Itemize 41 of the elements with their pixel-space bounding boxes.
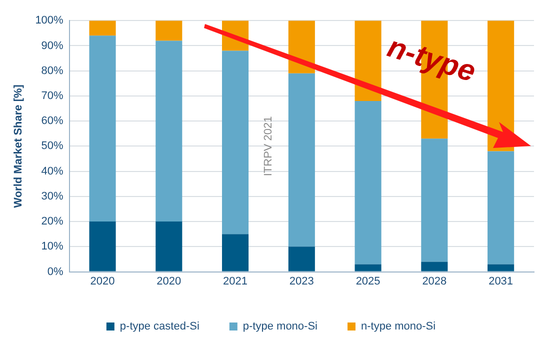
y-tick-label: 40%: [41, 165, 64, 178]
annotation: ITRPV 2021: [262, 116, 275, 176]
y-tick-label: 20%: [41, 216, 64, 228]
y-tick-label: 70%: [41, 90, 64, 102]
bar: [288, 246, 315, 272]
legend-label: p-type mono-Si: [242, 320, 318, 333]
y-tick-label: 0%: [47, 266, 64, 278]
bar: [421, 138, 448, 262]
y-axis-title: World Market Share [%]: [12, 84, 25, 208]
bar: [288, 73, 315, 247]
y-tick-label: 10%: [41, 240, 64, 253]
y-tick-label: 90%: [41, 40, 64, 52]
bar: [354, 264, 382, 272]
x-tick-label: 2025: [356, 275, 380, 288]
x-tick-label: 2023: [289, 275, 314, 288]
legend-label: p-type casted-Si: [120, 320, 200, 333]
bar: [89, 36, 116, 222]
x-tick-label: 2028: [422, 275, 447, 288]
annotation: n-type: [384, 30, 480, 89]
x-tick-label: 2020: [90, 275, 115, 288]
y-tick-label: 100%: [35, 14, 64, 27]
y-tick-label: 50%: [41, 140, 64, 152]
bar: [488, 151, 514, 264]
bar: [89, 20, 116, 36]
y-tick-label: 80%: [41, 64, 64, 77]
bar: [156, 222, 182, 272]
legend-label: n-type mono-Si: [360, 320, 436, 333]
bar: [156, 40, 182, 222]
x-tick-label: 2031: [488, 275, 514, 288]
bar: [354, 20, 382, 101]
bar: [421, 262, 448, 272]
bar: [488, 264, 514, 272]
bar: [222, 234, 249, 272]
x-tick-label: 2020: [156, 275, 182, 288]
y-tick-label: 30%: [41, 190, 64, 202]
bar: [354, 100, 382, 264]
bar: [89, 222, 116, 272]
bar: [156, 20, 182, 41]
y-tick-label: 60%: [41, 115, 64, 128]
bar: [222, 50, 249, 234]
x-tick-label: 2021: [223, 275, 248, 288]
